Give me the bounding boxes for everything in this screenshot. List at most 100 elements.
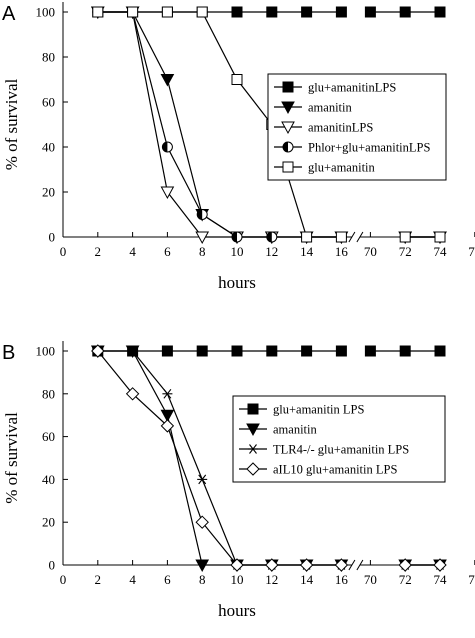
- data-point: [301, 231, 313, 243]
- data-point: [125, 387, 140, 401]
- legend-marker: [281, 101, 295, 115]
- legend-label: aIL10 glu+amanitin LPS: [273, 463, 397, 477]
- data-point: [231, 74, 243, 85]
- x-tick-label: 70: [364, 572, 377, 587]
- x-tick-label: 76: [468, 572, 475, 587]
- legend-label: amanitinLPS: [308, 121, 373, 135]
- x-tick-label: 4: [129, 244, 136, 259]
- legend-marker: [246, 462, 260, 476]
- y-tick-label: 0: [49, 230, 56, 245]
- x-tick-label: 14: [300, 572, 314, 587]
- legend-item: aIL10 glu+amanitin LPS: [239, 462, 397, 477]
- data-point: [162, 388, 173, 399]
- data-point: [92, 6, 104, 18]
- marker-half: [197, 209, 203, 220]
- data-point: [161, 6, 173, 18]
- data-point: [127, 346, 138, 356]
- data-point: [399, 6, 411, 18]
- x-tick-label: 6: [164, 244, 171, 259]
- legend-label: amanitin: [308, 101, 352, 115]
- legend-marker: [282, 81, 294, 93]
- legend-item: amanitin: [274, 101, 352, 115]
- data-point: [231, 231, 243, 243]
- series-4: [91, 344, 447, 572]
- marker-stroke: [128, 346, 137, 356]
- x-tick-label: 10: [231, 244, 244, 259]
- legend-label: glu+amanitin: [308, 161, 376, 175]
- chart-panel-A: 02040608010002468101214167072747678hours…: [2, 2, 475, 292]
- y-tick-label: 60: [42, 429, 55, 444]
- y-axis-title: % of survival: [2, 412, 21, 504]
- data-point: [434, 345, 446, 357]
- legend-item: glu+amanitinLPS: [274, 81, 396, 95]
- data-point: [230, 558, 244, 572]
- x-tick-label: 2: [95, 244, 102, 259]
- y-tick-label: 60: [42, 95, 55, 110]
- data-point: [160, 186, 175, 200]
- data-point: [335, 231, 347, 243]
- legend: glu+amanitinLPS amanitin amanitinLPS Phlor+…: [267, 73, 447, 181]
- y-tick-label: 80: [42, 50, 55, 65]
- x-tick-label: 6: [164, 572, 171, 587]
- x-tick-label: 14: [300, 244, 314, 259]
- data-point: [160, 74, 175, 87]
- panel-label: B: [2, 342, 15, 364]
- marker-half: [266, 232, 272, 242]
- x-axis-title: hours: [218, 273, 256, 292]
- x-tick-label: 72: [399, 572, 412, 587]
- y-tick-label: 40: [42, 140, 55, 155]
- data-point: [434, 6, 446, 18]
- y-tick-label: 80: [42, 386, 55, 401]
- x-tick-label: 70: [364, 244, 377, 259]
- x-tick-label: 74: [434, 572, 448, 587]
- data-point: [196, 6, 208, 18]
- marker-stroke: [163, 388, 172, 399]
- data-point: [364, 6, 376, 18]
- data-point: [265, 558, 279, 572]
- x-tick-label: 12: [265, 244, 278, 259]
- data-point: [197, 474, 208, 485]
- data-point: [335, 6, 347, 18]
- y-axis-title: % of survival: [2, 78, 21, 170]
- axis-break-mark: [348, 559, 356, 571]
- axis-break-mark: [356, 559, 364, 571]
- x-tick-label: 0: [60, 244, 67, 259]
- marker-half: [162, 142, 168, 152]
- legend-item: glu+amanitin: [274, 161, 376, 175]
- x-tick-label: 8: [199, 244, 206, 259]
- x-tick-label: 10: [231, 572, 244, 587]
- x-tick-label: 8: [199, 572, 206, 587]
- legend-label: Phlor+glu+amanitinLPS: [308, 141, 430, 155]
- data-point: [434, 231, 446, 243]
- x-tick-label: 16: [335, 572, 349, 587]
- axis-break-mark: [348, 231, 356, 243]
- legend-box: [232, 395, 446, 483]
- data-point: [335, 345, 347, 357]
- legend-label: glu+amanitin LPS: [273, 403, 364, 417]
- x-tick-label: 16: [335, 244, 349, 259]
- legend-item: TLR4-/- glu+amanitin LPS: [239, 443, 409, 457]
- panel-label: A: [2, 3, 16, 25]
- data-point: [161, 141, 173, 153]
- data-point: [231, 345, 243, 357]
- y-tick-label: 100: [36, 5, 56, 20]
- x-tick-label: 2: [95, 572, 102, 587]
- marker-stroke: [198, 474, 207, 485]
- data-point: [266, 6, 278, 18]
- data-point: [91, 344, 105, 358]
- series-line: [97, 11, 342, 238]
- x-tick-label: 72: [399, 244, 412, 259]
- data-point: [160, 419, 175, 433]
- y-tick-label: 0: [49, 558, 56, 573]
- data-point: [399, 231, 411, 243]
- marker-stroke: [249, 444, 257, 454]
- legend-marker: [282, 141, 294, 153]
- data-point: [161, 345, 173, 357]
- series-line: [97, 11, 342, 238]
- data-point: [433, 558, 447, 572]
- legend-marker: [246, 423, 260, 437]
- data-point: [364, 345, 376, 357]
- axis-break-mark: [356, 231, 364, 243]
- legend-item: Phlor+glu+amanitinLPS: [274, 141, 430, 155]
- legend-label: amanitin: [273, 423, 317, 437]
